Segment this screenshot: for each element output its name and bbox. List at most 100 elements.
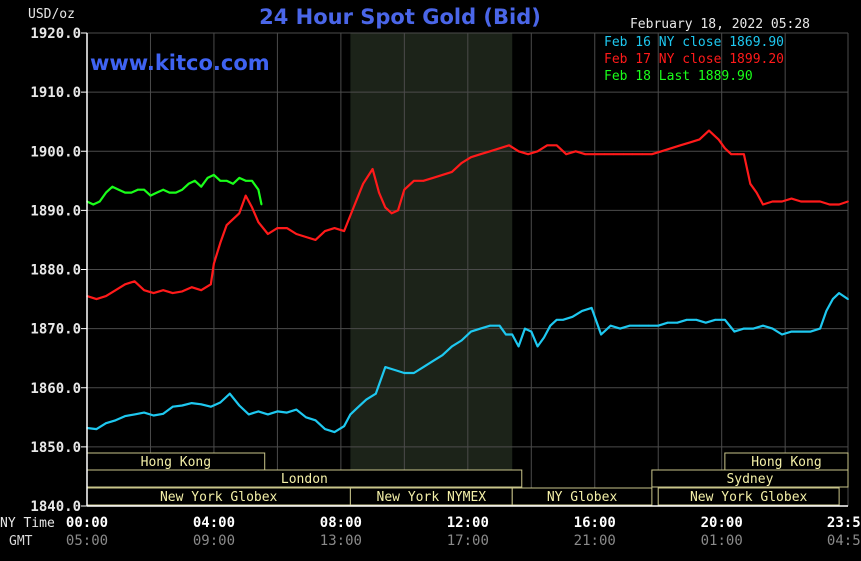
x-tick-label-gmt: 05:00 bbox=[66, 533, 108, 549]
series-point-3 bbox=[213, 174, 215, 176]
series-point-3 bbox=[162, 188, 165, 191]
series-point-1 bbox=[743, 327, 745, 330]
series-point-1 bbox=[733, 330, 736, 333]
x-tick-label-ny: 00:00 bbox=[66, 515, 108, 531]
series-point-1 bbox=[441, 354, 444, 357]
series-point-2 bbox=[603, 153, 606, 156]
series-point-3 bbox=[200, 185, 203, 188]
series-point-2 bbox=[470, 156, 472, 159]
series-point-2 bbox=[781, 200, 783, 203]
series-point-3 bbox=[225, 179, 228, 182]
series-point-1 bbox=[524, 327, 526, 330]
series-point-1 bbox=[124, 415, 126, 417]
series-point-3 bbox=[232, 182, 234, 185]
series-point-1 bbox=[422, 366, 425, 368]
series-line-2 bbox=[86, 129, 849, 301]
series-point-3 bbox=[181, 188, 184, 191]
series-point-1 bbox=[543, 336, 545, 339]
series-point-1 bbox=[505, 333, 507, 336]
series-point-1 bbox=[162, 412, 165, 415]
series-point-1 bbox=[247, 413, 250, 416]
series-point-2 bbox=[800, 200, 802, 203]
series-point-1 bbox=[393, 369, 396, 371]
series-point-1 bbox=[343, 425, 345, 428]
series-point-1 bbox=[825, 310, 828, 312]
series-point-1 bbox=[762, 324, 764, 327]
series-point-2 bbox=[517, 150, 520, 153]
series-point-2 bbox=[498, 147, 501, 150]
series-point-2 bbox=[124, 283, 126, 286]
series-point-3 bbox=[260, 203, 263, 206]
series-point-1 bbox=[349, 413, 352, 416]
series-point-1 bbox=[685, 318, 688, 321]
legend-entry-feb16: Feb 16 NY close 1869.90 bbox=[604, 35, 784, 50]
series-point-2 bbox=[295, 233, 298, 235]
series-point-2 bbox=[267, 233, 269, 235]
series-point-1 bbox=[238, 404, 241, 407]
series-point-1 bbox=[819, 327, 821, 330]
series-point-1 bbox=[314, 419, 317, 422]
series-point-3 bbox=[187, 182, 190, 185]
series-point-1 bbox=[432, 360, 434, 362]
series-point-3 bbox=[92, 203, 95, 206]
series-point-2 bbox=[238, 212, 241, 215]
series-point-2 bbox=[527, 153, 529, 156]
series-point-2 bbox=[631, 153, 634, 156]
series-point-2 bbox=[200, 289, 203, 292]
series-point-1 bbox=[590, 307, 593, 309]
series-point-1 bbox=[333, 431, 336, 433]
series-point-2 bbox=[378, 191, 380, 194]
session-bar bbox=[651, 469, 849, 488]
series-point-2 bbox=[651, 153, 653, 156]
series-point-2 bbox=[612, 153, 615, 156]
series-point-2 bbox=[152, 292, 155, 294]
date-stamp: February 18, 2022 05:28 bbox=[630, 17, 810, 32]
series-point-1 bbox=[562, 318, 564, 321]
series-point-1 bbox=[511, 333, 514, 336]
series-point-1 bbox=[809, 330, 812, 333]
y-tick-label: 1920.0 bbox=[30, 26, 81, 42]
series-point-2 bbox=[749, 182, 752, 185]
series-line-1 bbox=[86, 292, 849, 434]
series-point-2 bbox=[114, 289, 117, 292]
series-point-2 bbox=[432, 177, 434, 179]
series-point-2 bbox=[286, 227, 288, 230]
series-point-2 bbox=[190, 286, 193, 289]
series-point-1 bbox=[219, 401, 222, 404]
series-point-3 bbox=[168, 191, 171, 194]
series-point-1 bbox=[324, 428, 326, 430]
series-point-2 bbox=[422, 179, 425, 182]
series-point-1 bbox=[365, 398, 368, 401]
series-point-1 bbox=[838, 292, 840, 294]
series-point-2 bbox=[847, 200, 849, 203]
series-point-1 bbox=[152, 414, 155, 417]
series-point-2 bbox=[143, 289, 146, 292]
series-point-2 bbox=[736, 153, 739, 156]
y-tick-label: 1850.0 bbox=[30, 440, 81, 456]
series-point-3 bbox=[130, 191, 133, 194]
series-point-2 bbox=[717, 138, 720, 141]
session-label: New York Globex bbox=[690, 490, 808, 505]
unit-label: USD/oz bbox=[28, 7, 75, 22]
x-tick-label-gmt: 04:59 bbox=[827, 533, 861, 549]
watermark: www.kitco.com bbox=[90, 51, 270, 75]
series-point-1 bbox=[257, 410, 260, 413]
series-point-2 bbox=[790, 197, 793, 200]
series-point-2 bbox=[660, 150, 663, 153]
series-point-1 bbox=[628, 324, 631, 327]
series-point-1 bbox=[695, 318, 698, 321]
series-point-2 bbox=[641, 153, 644, 156]
series-point-2 bbox=[724, 147, 726, 150]
series-point-1 bbox=[724, 318, 726, 321]
series-point-2 bbox=[314, 239, 317, 241]
series-point-1 bbox=[676, 321, 679, 324]
session-bar bbox=[511, 487, 653, 506]
series-point-3 bbox=[117, 188, 120, 191]
series-point-1 bbox=[114, 419, 117, 422]
series-point-2 bbox=[352, 206, 355, 209]
series-point-1 bbox=[181, 404, 184, 407]
session-bar bbox=[657, 487, 840, 506]
series-point-1 bbox=[581, 310, 583, 312]
x-tick-label-ny: 04:00 bbox=[193, 515, 235, 531]
series-point-2 bbox=[743, 153, 745, 156]
